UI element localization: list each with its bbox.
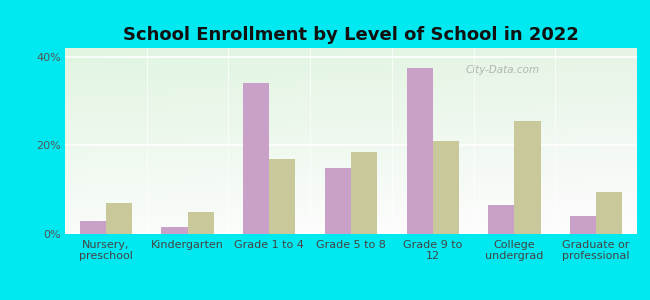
Bar [243,83,269,234]
Bar [188,212,214,234]
Bar [161,227,188,234]
Bar [570,216,596,234]
Bar [269,159,296,234]
Bar [351,152,377,234]
Text: City-Data.com: City-Data.com [465,65,540,75]
Bar [488,205,514,234]
Bar [596,192,622,234]
Bar [325,168,351,234]
Bar [514,121,541,234]
Title: School Enrollment by Level of School in 2022: School Enrollment by Level of School in … [123,26,579,44]
Bar [106,203,132,234]
Bar [406,68,433,234]
Bar [80,221,106,234]
Bar [433,141,459,234]
